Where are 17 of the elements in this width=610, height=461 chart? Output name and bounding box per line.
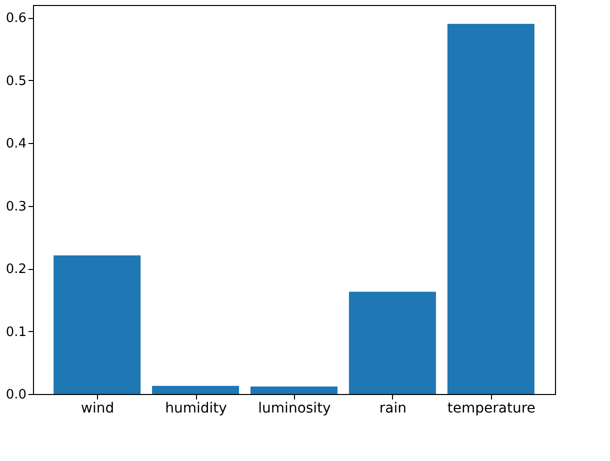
bar xyxy=(54,255,141,394)
y-tick-label: 0.3 xyxy=(6,199,26,214)
x-tick-label: luminosity xyxy=(258,400,331,416)
bar xyxy=(250,386,338,394)
bar xyxy=(348,292,436,394)
y-tick-label: 0.5 xyxy=(6,74,26,89)
y-tick-label: 0.6 xyxy=(6,11,26,26)
x-tick-label: rain xyxy=(379,400,407,416)
x-tick-label: temperature xyxy=(447,400,536,416)
y-tick-label: 0.1 xyxy=(6,324,26,340)
bar xyxy=(447,24,534,394)
y-tick-label: 0.2 xyxy=(6,262,26,278)
y-tick-label: 0.4 xyxy=(6,136,26,152)
y-tick-label: 0.0 xyxy=(6,388,26,402)
x-tick-label: humidity xyxy=(165,400,227,416)
bar xyxy=(152,386,240,394)
x-tick-label: wind xyxy=(81,400,114,416)
